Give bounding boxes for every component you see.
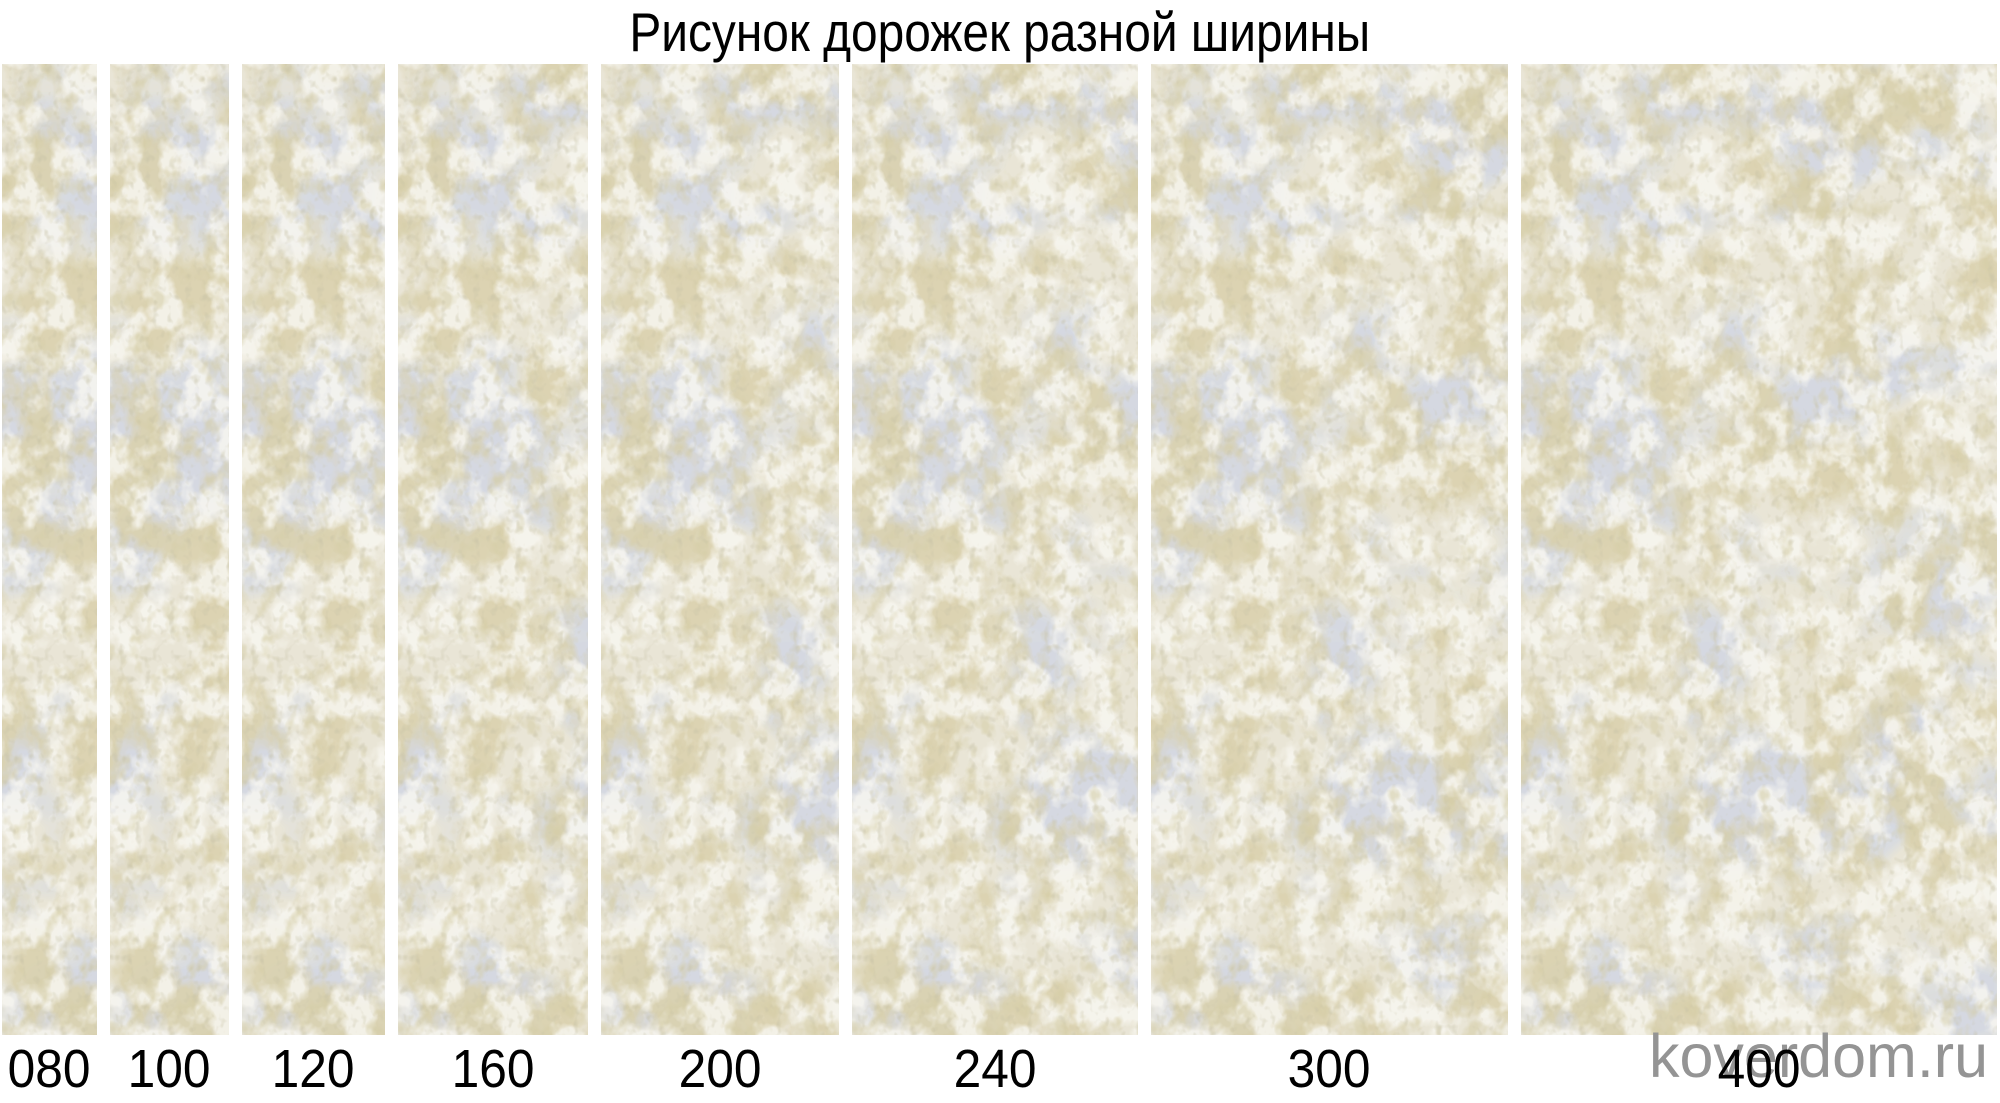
page-title: Рисунок дорожек разной ширины xyxy=(0,0,2000,64)
carpet-strip-column: 200 xyxy=(601,64,839,1103)
carpet-strip-column: 300 xyxy=(1151,64,1508,1103)
carpet-texture-svg xyxy=(601,64,839,1035)
carpet-strip-column: 080 xyxy=(2,64,97,1103)
carpet-texture-svg xyxy=(2,64,97,1035)
texture-grain-layer xyxy=(398,64,588,1035)
texture-grain-layer xyxy=(110,64,229,1035)
strip-width-label: 080 xyxy=(8,1039,91,1099)
texture-grain-layer xyxy=(601,64,839,1035)
strip-width-label: 240 xyxy=(953,1039,1037,1099)
carpet-texture-svg xyxy=(110,64,229,1035)
carpet-strip-column: 160 xyxy=(398,64,588,1103)
carpet-texture-svg xyxy=(242,64,385,1035)
texture-grain-layer xyxy=(1521,64,1997,1035)
carpet-strip-column: 400 xyxy=(1521,64,1997,1103)
carpet-strip-texture xyxy=(1151,64,1508,1035)
carpet-texture-svg xyxy=(1151,64,1508,1035)
carpet-strip-texture xyxy=(110,64,229,1035)
strip-width-label: 300 xyxy=(1288,1039,1371,1099)
carpet-strip-texture xyxy=(601,64,839,1035)
carpet-strip-texture xyxy=(242,64,385,1035)
carpet-strip-texture xyxy=(398,64,588,1035)
carpet-strip-column: 120 xyxy=(242,64,385,1103)
strip-width-label: 200 xyxy=(678,1039,762,1099)
carpet-strip-texture xyxy=(2,64,97,1035)
carpet-texture-svg xyxy=(852,64,1138,1035)
carpet-strips-row: 080 100 xyxy=(2,64,1997,1103)
carpet-strip-column: 100 xyxy=(110,64,229,1103)
carpet-texture-svg xyxy=(1521,64,1997,1035)
strip-width-label: 120 xyxy=(272,1039,355,1099)
page-title-text: Рисунок дорожек разной ширины xyxy=(629,1,1371,63)
watermark-text: koverdom.ru xyxy=(1648,1022,1988,1090)
strip-width-label: 400 xyxy=(1717,1039,1801,1099)
strip-width-label: 100 xyxy=(128,1039,211,1099)
texture-grain-layer xyxy=(2,64,97,1035)
carpet-texture-svg xyxy=(398,64,588,1035)
texture-grain-layer xyxy=(1151,64,1508,1035)
carpet-strip-texture xyxy=(1521,64,1997,1035)
texture-grain-layer xyxy=(242,64,385,1035)
carpet-strip-texture xyxy=(852,64,1138,1035)
texture-grain-layer xyxy=(852,64,1138,1035)
strip-width-label: 160 xyxy=(451,1039,535,1099)
carpet-strip-column: 240 xyxy=(852,64,1138,1103)
